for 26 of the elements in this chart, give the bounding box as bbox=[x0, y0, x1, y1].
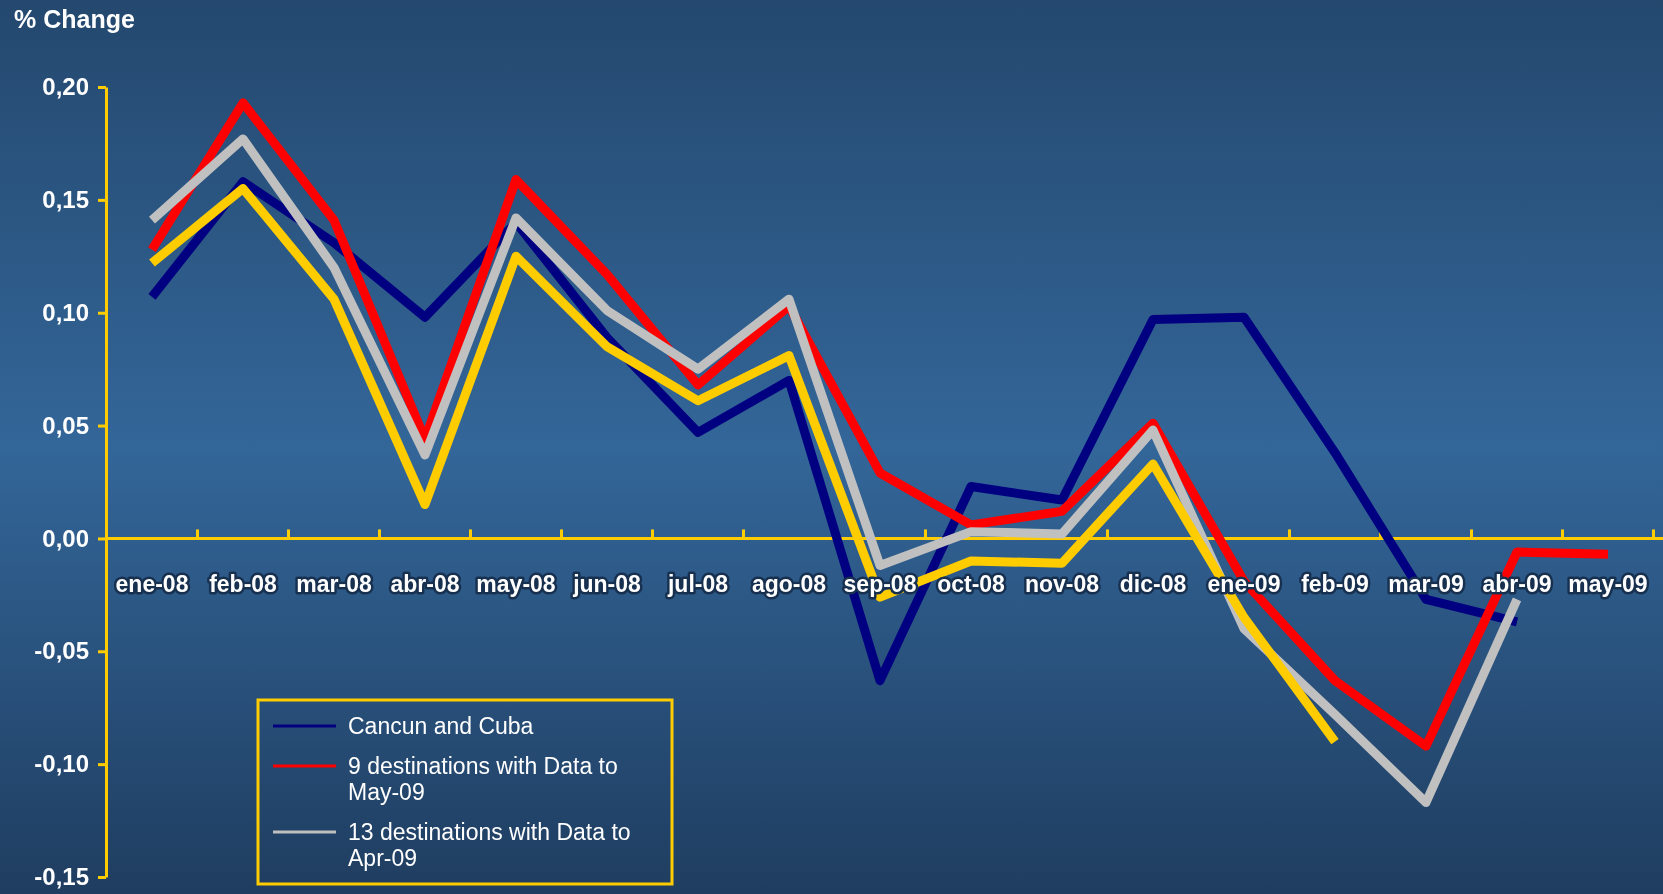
y-tick-label: 0,00 bbox=[42, 524, 89, 552]
x-tick-label: may-08 bbox=[476, 571, 556, 598]
y-axis-title: % Change bbox=[14, 5, 135, 33]
y-tick-label: -0,05 bbox=[34, 637, 89, 665]
x-tick-label: mar-09 bbox=[1388, 571, 1464, 598]
y-tick-label: 0,10 bbox=[42, 298, 89, 326]
y-tick-label: -0,15 bbox=[34, 863, 89, 891]
legend-label: Cancun and Cuba bbox=[348, 713, 534, 739]
x-tick-label: dic-08 bbox=[1119, 571, 1187, 598]
x-tick-label: oct-08 bbox=[937, 571, 1006, 598]
x-tick-label: abr-08 bbox=[390, 571, 460, 598]
x-tick-label: mar-08 bbox=[296, 571, 372, 598]
x-tick-label: may-09 bbox=[1568, 571, 1648, 598]
y-tick-label: 0,05 bbox=[42, 411, 89, 439]
x-tick-label: jun-08 bbox=[572, 571, 642, 598]
x-tick-label: jul-08 bbox=[666, 571, 729, 598]
x-tick-label: feb-09 bbox=[1301, 571, 1369, 598]
legend-label: 13 destinations with Data to Apr-09 bbox=[348, 819, 631, 871]
legend-label: 9 destinations with Data to May-09 bbox=[348, 753, 618, 805]
y-tick-label: -0,10 bbox=[34, 750, 89, 778]
y-tick-label: 0,20 bbox=[42, 73, 89, 101]
x-tick-label: feb-08 bbox=[209, 571, 278, 598]
x-tick-label: ago-08 bbox=[751, 571, 827, 598]
y-tick-label: 0,15 bbox=[42, 186, 89, 214]
x-tick-label: nov-08 bbox=[1024, 571, 1100, 598]
x-tick-label: ene-08 bbox=[115, 571, 189, 598]
